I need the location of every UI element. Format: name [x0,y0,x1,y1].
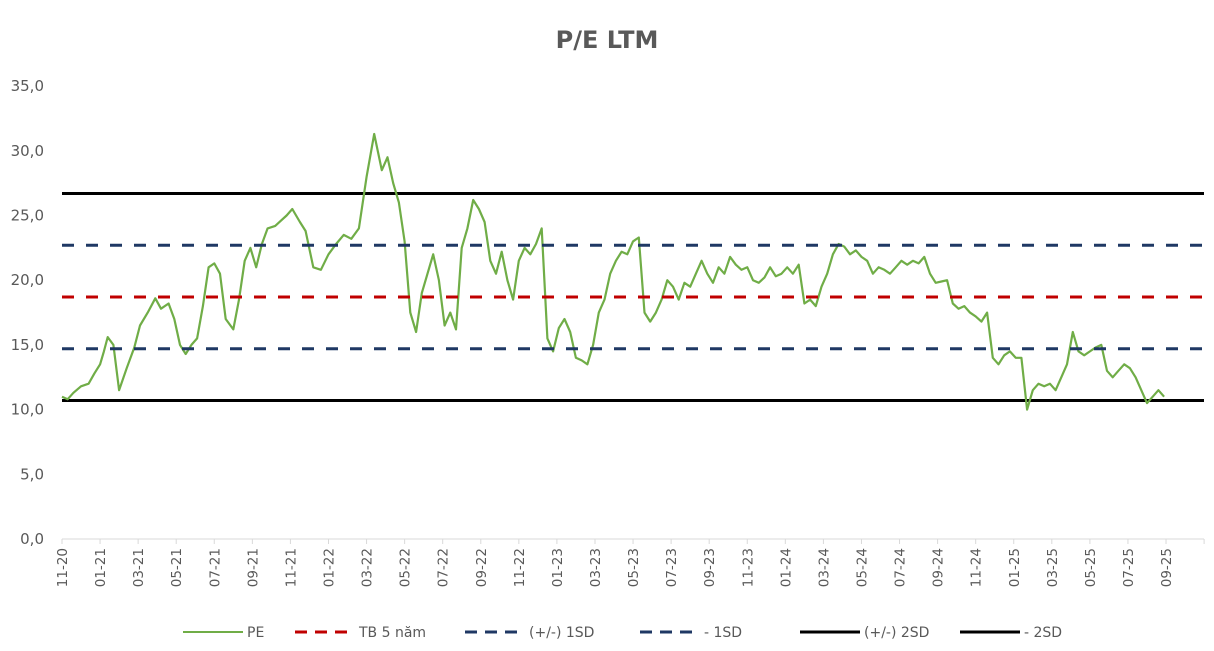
x-tick-label: 11-20 [55,548,71,587]
x-tick-label: 11-22 [512,548,528,587]
x-tick-label: 07-21 [207,548,223,587]
pe-series-line [61,132,1165,411]
y-tick-label: 20,0 [11,271,44,289]
x-tick-label: 01-25 [1007,548,1023,587]
legend-label: PE [247,625,264,641]
x-tick-label: 09-25 [1159,548,1175,587]
x-tick-label: 11-23 [740,548,756,587]
x-tick-label: 09-22 [474,548,490,587]
legend-label: TB 5 năm [358,625,426,641]
x-tick-label: 05-23 [626,548,642,587]
y-tick-label: 15,0 [11,336,44,354]
x-tick-label: 11-21 [283,548,299,587]
x-tick-label: 05-22 [398,548,414,587]
y-tick-label: 5,0 [20,465,44,483]
x-tick-label: 01-22 [321,548,337,587]
x-tick-label: 05-24 [854,548,870,587]
x-tick-label: 01-21 [93,548,109,587]
x-tick-label: 05-21 [169,548,185,587]
y-tick-label: 10,0 [11,401,44,419]
legend-label: - 2SD [1024,625,1062,641]
x-tick-label: 03-22 [360,548,376,587]
x-tick-label: 05-25 [1083,548,1099,587]
x-tick-label: 07-24 [893,548,909,587]
x-tick-label: 03-24 [816,548,832,587]
legend-label: (+/-) 2SD [864,625,929,641]
x-tick-label: 09-24 [931,548,947,587]
x-tick-label: 07-22 [436,548,452,587]
x-tick-label: 03-21 [131,548,147,587]
x-tick-label: 09-21 [245,548,261,587]
legend-label: (+/-) 1SD [529,625,594,641]
y-tick-label: 30,0 [11,142,44,160]
x-tick-label: 07-25 [1121,548,1137,587]
y-tick-label: 0,0 [20,530,44,548]
chart-title: P/E LTM [555,26,659,54]
x-tick-label: 11-24 [969,548,985,587]
y-tick-label: 35,0 [11,77,44,95]
x-tick-label: 01-24 [778,548,794,587]
y-tick-label: 25,0 [11,207,44,225]
x-tick-label: 03-25 [1045,548,1061,587]
x-tick-label: 07-23 [664,548,680,587]
legend-label: - 1SD [704,625,742,641]
x-tick-label: 01-23 [550,548,566,587]
x-tick-label: 09-23 [702,548,718,587]
x-tick-label: 03-23 [588,548,604,587]
